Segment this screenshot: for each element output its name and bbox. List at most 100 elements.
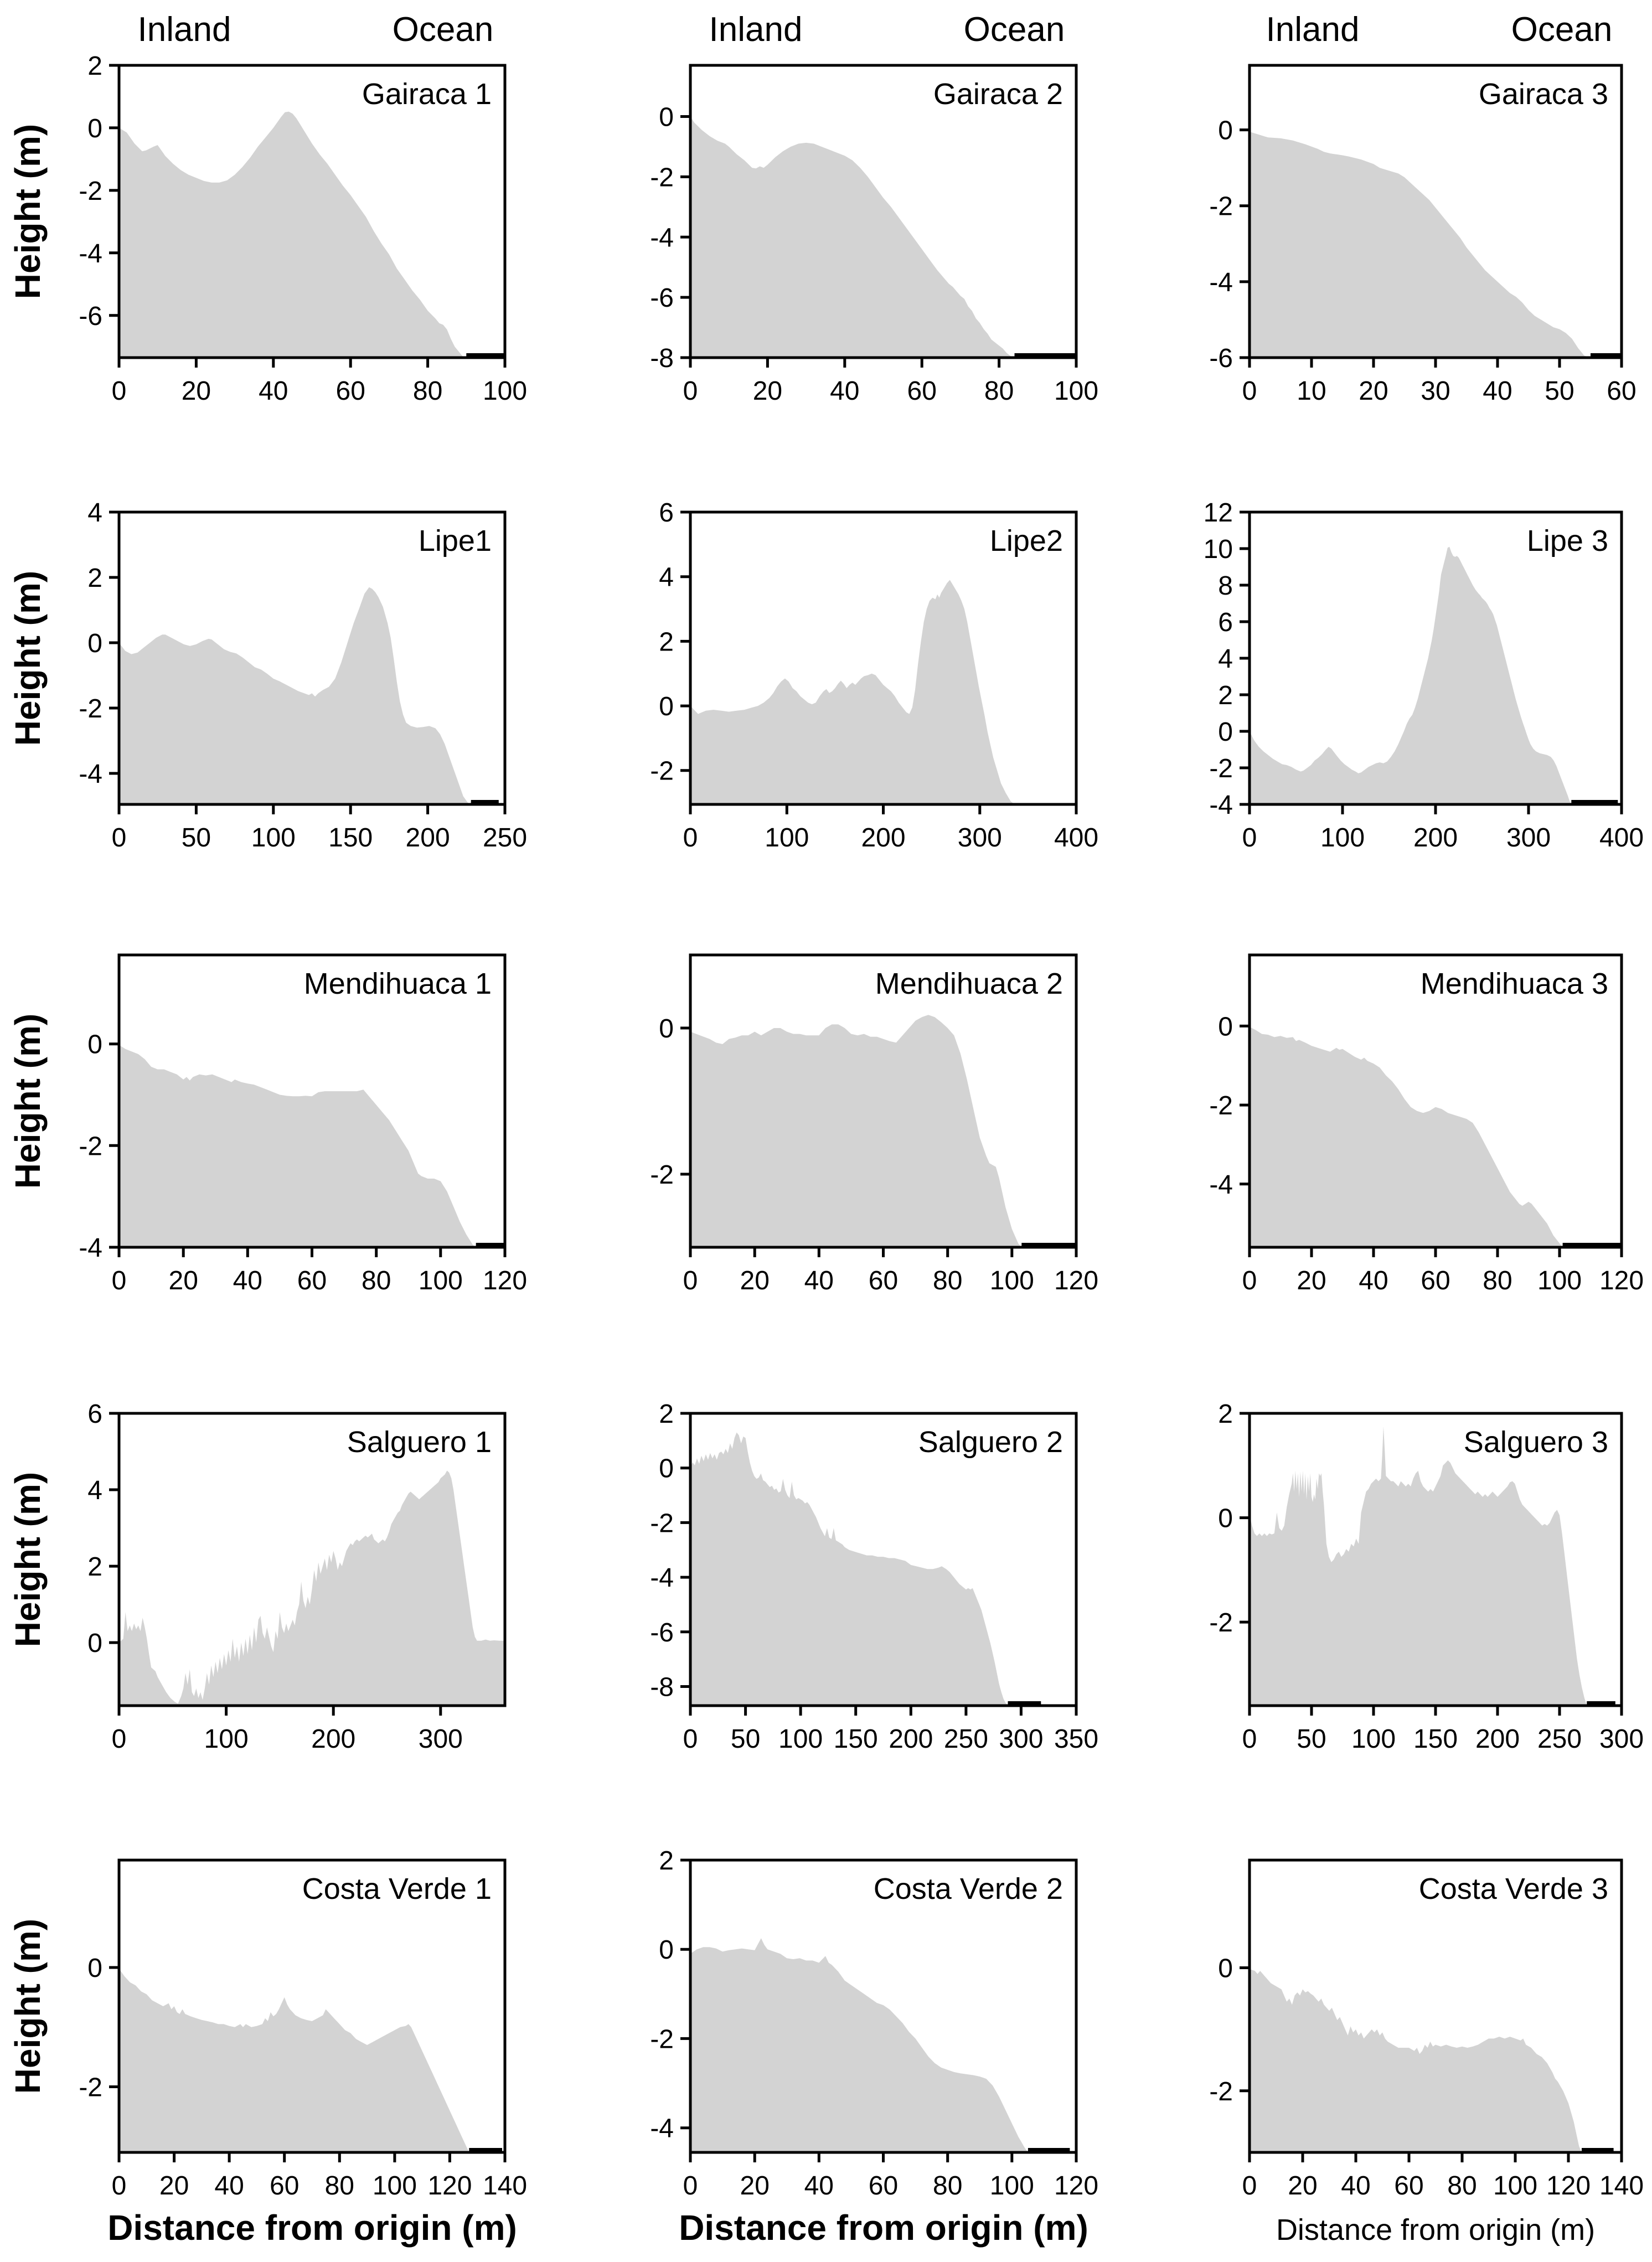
y-tick-label: -2 [1209, 1091, 1233, 1120]
plot-frame [117, 1412, 507, 1707]
x-tick-label: 250 [483, 823, 527, 853]
subplot-title: Salguero 1 [347, 1426, 492, 1459]
subplot-mendihuaca-1: 0 20 40 60 80 100 120 0 -2 -4 Mendihuaca 1 Height (… [8, 953, 527, 1295]
x-tick-label: 250 [944, 1724, 988, 1754]
subplot-title: Lipe2 [990, 524, 1063, 557]
y-tick-label: -4 [1209, 791, 1233, 820]
y-tick-label: 0 [659, 103, 674, 132]
y-tick-label: 0 [1218, 717, 1233, 747]
x-tick-label: 60 [1607, 376, 1636, 406]
y-tick-label: 2 [659, 627, 674, 657]
x-tick-label: 50 [1297, 1724, 1326, 1754]
x-tick-label: 120 [483, 1266, 527, 1295]
x-tick-label: 80 [1447, 2171, 1477, 2201]
x-tick-label: 0 [112, 1266, 127, 1295]
inland-label: Inland [138, 11, 231, 49]
x-tick-label: 60 [907, 376, 937, 406]
x-tick-label: 400 [1054, 823, 1098, 853]
y-tick-label: 2 [659, 1399, 674, 1429]
plot-frame [117, 1858, 507, 2154]
subplot-costa-verde-1: 0 20 40 60 80 100 120 140 0 -2 Costa Verde 1 Height… [8, 1858, 527, 2248]
x-tick-label: 350 [1054, 1724, 1098, 1754]
x-tick-label: 40 [1341, 2171, 1370, 2201]
x-tick-label: 100 [1320, 823, 1365, 853]
y-tick-label: -8 [650, 344, 674, 373]
y-tick-label: -2 [1209, 1608, 1233, 1638]
x-tick-label: 60 [869, 2171, 898, 2201]
x-tick-label: 0 [112, 2171, 127, 2201]
profile-area [119, 1045, 476, 1247]
y-tick-label: 4 [1218, 644, 1233, 674]
profile-area [1250, 1969, 1582, 2152]
x-tick-label: 60 [336, 376, 365, 406]
subplot-lipe-3: 0 100 200 300 400 12 10 8 6 4 2 0 -2 -4 Lipe 3 [1204, 498, 1644, 853]
x-tick-label: 0 [683, 1266, 698, 1295]
x-axis-label: Distance from origin (m) [107, 2208, 517, 2248]
y-tick-label: -2 [650, 163, 674, 192]
ocean-label: Ocean [1511, 11, 1613, 49]
subplot-title: Mendihuaca 3 [1421, 967, 1608, 1000]
plot-frame [117, 510, 507, 806]
x-tick-label: 120 [1054, 2171, 1098, 2201]
x-tick-label: 0 [1242, 1724, 1257, 1754]
subplot-title: Costa Verde 3 [1419, 1872, 1608, 1905]
subplot-mendihuaca-3: 0 20 40 60 80 100 120 0 -2 -4 Mendihuaca 3 [1209, 953, 1644, 1295]
profile-area [1250, 132, 1591, 358]
x-tick-label: 10 [1297, 376, 1326, 406]
profile-area [690, 116, 1015, 358]
x-tick-label: 50 [731, 1724, 760, 1754]
y-tick-label: 2 [1218, 681, 1233, 710]
x-tick-label: 0 [1242, 2171, 1257, 2201]
y-tick-label: -4 [1209, 268, 1233, 297]
profile-area [119, 111, 467, 358]
x-tick-label: 80 [325, 2171, 354, 2201]
y-tick-label: -4 [650, 2114, 674, 2144]
x-tick-label: 0 [683, 823, 698, 853]
x-tick-label: 60 [869, 1266, 898, 1295]
x-tick-label: 20 [1359, 376, 1388, 406]
x-tick-label: 0 [112, 376, 127, 406]
subplot-salguero-1: 0 100 200 300 6 4 2 0 Salguero 1 Height (m) [8, 1399, 507, 1754]
y-tick-label: 2 [1218, 1399, 1233, 1429]
x-tick-label: 150 [834, 1724, 878, 1754]
y-tick-label: 0 [87, 1954, 102, 1983]
y-tick-label: 2 [87, 564, 102, 593]
y-tick-label: -4 [79, 1233, 102, 1263]
y-tick-label: 0 [87, 1629, 102, 1658]
y-tick-label: 10 [1204, 535, 1233, 564]
x-tick-label: 150 [328, 823, 373, 853]
y-tick-label: -2 [1209, 754, 1233, 783]
y-tick-label: 8 [1218, 571, 1233, 601]
x-tick-label: 300 [419, 1724, 463, 1754]
y-tick-label: 0 [87, 629, 102, 658]
x-tick-label: 0 [683, 2171, 698, 2201]
y-tick-label: 0 [1218, 1954, 1233, 1984]
y-axis-label: Height (m) [8, 571, 48, 746]
plot-frame [1248, 1858, 1623, 2154]
x-tick-label: 100 [373, 2171, 417, 2201]
ocean-label: Ocean [393, 11, 494, 49]
y-tick-label: -6 [650, 283, 674, 313]
x-tick-label: 100 [990, 1266, 1034, 1295]
subplot-title: Gairaca 1 [362, 78, 492, 111]
x-tick-label: 30 [1421, 376, 1450, 406]
x-tick-label: 200 [861, 823, 905, 853]
y-tick-label: -2 [79, 694, 102, 724]
x-tick-label: 100 [419, 1266, 463, 1295]
x-tick-label: 150 [1413, 1724, 1458, 1754]
x-tick-label: 80 [362, 1266, 391, 1295]
x-tick-label: 100 [990, 2171, 1034, 2201]
profile-area [690, 580, 1015, 804]
y-tick-label: -6 [1209, 344, 1233, 373]
profile-area [119, 1969, 469, 2152]
y-tick-label: 0 [1218, 116, 1233, 146]
x-tick-label: 50 [182, 823, 211, 853]
y-tick-label: 6 [87, 1399, 102, 1429]
x-tick-label: 200 [889, 1724, 933, 1754]
x-tick-label: 300 [999, 1724, 1043, 1754]
subplot-lipe2: 0 100 200 300 400 6 4 2 0 -2 Lipe2 [650, 498, 1098, 853]
y-tick-label: 0 [659, 1935, 674, 1965]
